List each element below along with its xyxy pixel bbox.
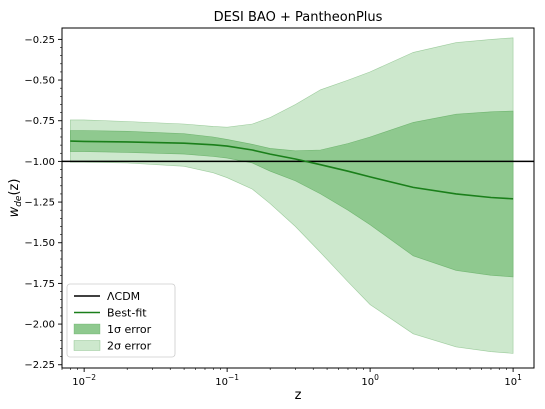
best-fit-line — [70, 140, 514, 200]
legend-box — [66, 283, 176, 358]
x-tick-label: 101 — [504, 373, 522, 388]
y-tick-label: −1.75 — [24, 279, 55, 290]
y-tick-label: −1.25 — [24, 198, 55, 209]
y-tick-label: −0.25 — [24, 35, 55, 46]
y-tick-label: −2.25 — [24, 360, 55, 371]
legend-label: 2σ error — [107, 340, 152, 353]
legend-label: ΛCDM — [107, 290, 140, 303]
error-bands — [70, 37, 514, 354]
y-tick-label: −1.50 — [24, 238, 55, 249]
x-axis: 10−2 10−1 100 101 — [61, 368, 522, 388]
series-lines — [62, 140, 534, 200]
y-axis-label: wde(z) — [7, 179, 24, 218]
legend-swatch-patch — [73, 340, 101, 351]
x-tick-label: 10−2 — [72, 373, 96, 388]
x-axis-label: z — [295, 388, 302, 403]
y-tick-label: −0.75 — [24, 116, 55, 127]
legend-label: 1σ error — [107, 323, 152, 336]
legend: ΛCDM Best-fit 1σ error 2σ error — [66, 283, 176, 358]
chart-title: DESI BAO + PantheonPlus — [214, 10, 383, 25]
x-tick-label: 10−1 — [215, 373, 239, 388]
two-sigma-band — [70, 37, 514, 354]
y-tick-label: −0.50 — [24, 76, 55, 87]
legend-label: Best-fit — [107, 307, 147, 320]
y-tick-label: −2.00 — [24, 320, 55, 331]
plot-frame — [61, 27, 535, 369]
legend-swatch-patch — [73, 323, 101, 335]
one-sigma-band — [70, 110, 514, 278]
y-tick-label: −1.00 — [24, 157, 55, 168]
y-axis: −0.25 −0.50 −0.75 −1.00 −1.25 −1.50 −1.75 −2.00… — [24, 35, 62, 371]
x-tick-label: 100 — [361, 373, 379, 388]
